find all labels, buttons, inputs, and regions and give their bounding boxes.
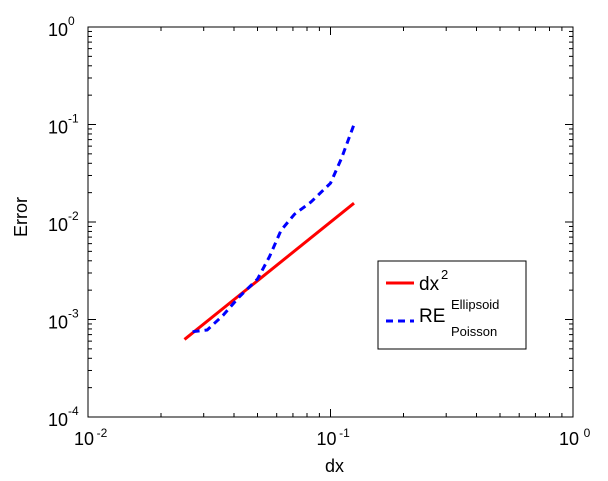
x-tick-label: 10 (316, 429, 336, 449)
y-tick-label: 10 (48, 20, 68, 40)
legend-box (377, 260, 527, 350)
y-tick-label: 10 (48, 118, 68, 138)
x-tick-exponent: 0 (584, 426, 591, 440)
legend-label-dx-squared: dx (419, 274, 440, 295)
y-tick-exponent: -2 (68, 209, 79, 223)
y-tick-exponent: -1 (68, 112, 79, 126)
y-tick-label: 10 (48, 410, 68, 430)
legend-label-dx-superscript: 2 (441, 267, 448, 282)
y-tick-exponent: 0 (68, 14, 75, 28)
x-tick-label: 10 (559, 429, 579, 449)
legend: dx 2 RE Ellipsoid Poisson (377, 260, 527, 350)
y-axis-label: Error (11, 197, 31, 237)
x-axis-label: dx (325, 456, 344, 476)
legend-label-re-superscript: Ellipsoid (451, 297, 499, 312)
series-line-dx-squared (183, 202, 355, 341)
y-tick-exponent: -4 (68, 404, 79, 418)
y-tick-label: 10 (48, 215, 68, 235)
x-tick-exponent: -2 (97, 426, 108, 440)
legend-label-re: RE (419, 306, 445, 327)
legend-label-re-subscript: Poisson (451, 324, 497, 339)
y-tick-label: 10 (48, 313, 68, 333)
series-line-re-ellipsoid-poisson (192, 123, 356, 334)
x-tick-exponent: -1 (339, 426, 350, 440)
y-tick-exponent: -3 (68, 307, 79, 321)
x-tick-label: 10 (74, 429, 94, 449)
